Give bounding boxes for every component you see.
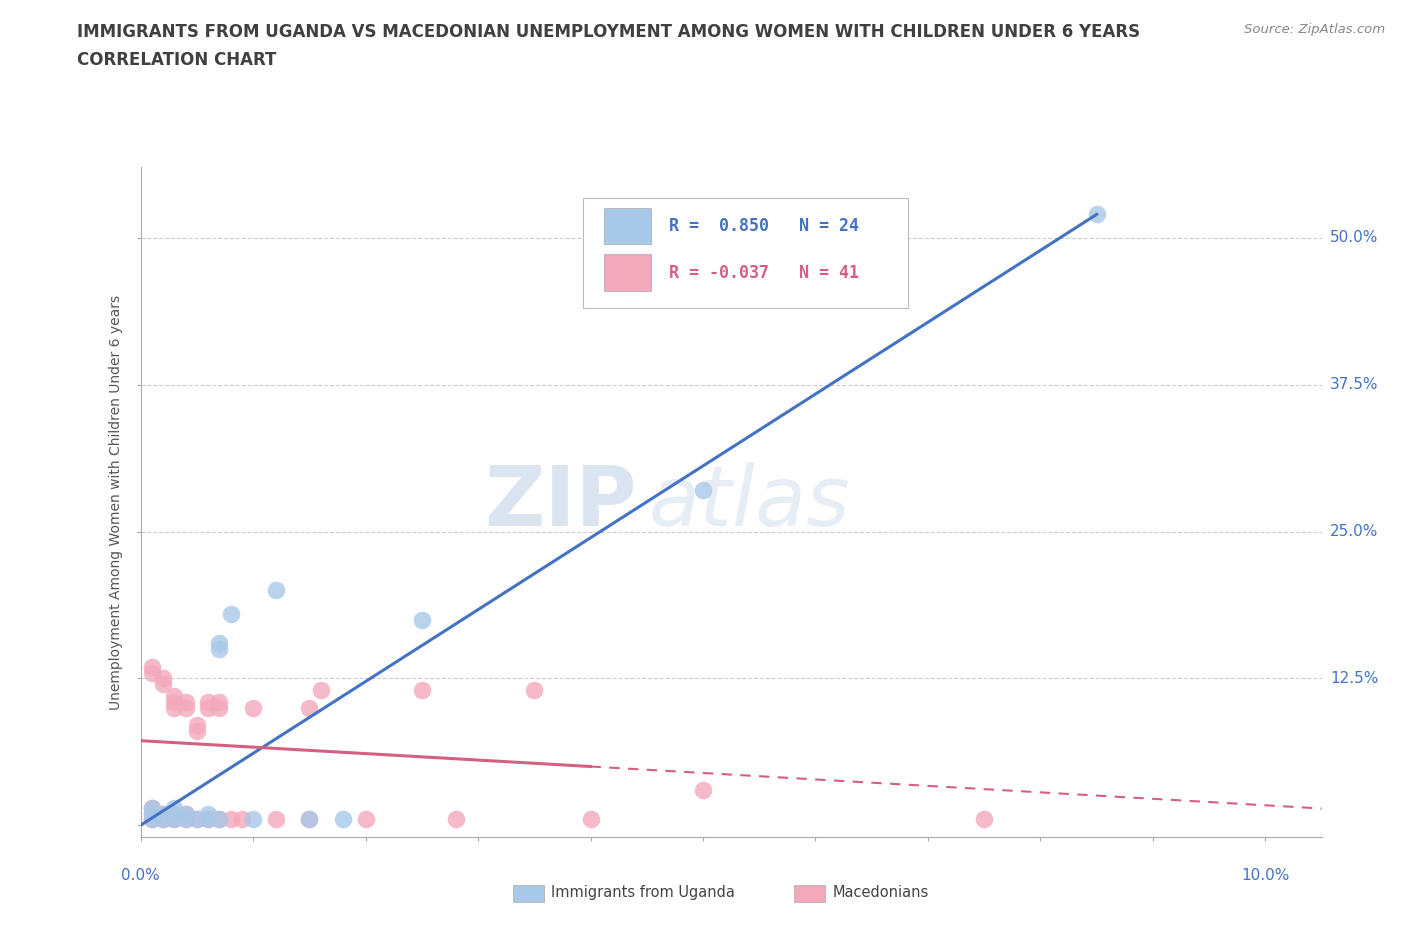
Text: 25.0%: 25.0% xyxy=(1330,525,1378,539)
Point xyxy=(219,606,242,621)
Text: 12.5%: 12.5% xyxy=(1330,671,1378,686)
Point xyxy=(141,800,163,815)
Point xyxy=(231,812,253,827)
Point xyxy=(186,718,208,733)
Point xyxy=(174,806,197,821)
Text: Macedonians: Macedonians xyxy=(832,885,928,900)
Point xyxy=(163,688,186,703)
Text: 10.0%: 10.0% xyxy=(1241,868,1289,883)
FancyBboxPatch shape xyxy=(583,197,908,308)
Text: ZIP: ZIP xyxy=(484,461,637,543)
Point xyxy=(186,724,208,738)
Point xyxy=(264,583,287,598)
Y-axis label: Unemployment Among Women with Children Under 6 years: Unemployment Among Women with Children U… xyxy=(110,295,124,710)
Point xyxy=(141,812,163,827)
Point xyxy=(197,806,219,821)
Point xyxy=(444,812,467,827)
Point xyxy=(242,812,264,827)
Point xyxy=(411,683,433,698)
Point xyxy=(309,683,332,698)
Text: 50.0%: 50.0% xyxy=(1330,231,1378,246)
Point xyxy=(298,700,321,715)
Point xyxy=(152,806,174,821)
Text: IMMIGRANTS FROM UGANDA VS MACEDONIAN UNEMPLOYMENT AMONG WOMEN WITH CHILDREN UNDE: IMMIGRANTS FROM UGANDA VS MACEDONIAN UNE… xyxy=(77,23,1140,41)
Text: Source: ZipAtlas.com: Source: ZipAtlas.com xyxy=(1244,23,1385,36)
Point xyxy=(197,812,219,827)
Point xyxy=(411,612,433,627)
Bar xyxy=(603,255,651,291)
Point xyxy=(186,812,208,827)
Text: 0.0%: 0.0% xyxy=(121,868,160,883)
Point xyxy=(208,812,231,827)
Text: atlas: atlas xyxy=(648,461,851,543)
Point xyxy=(141,806,163,821)
Point xyxy=(208,812,231,827)
Point xyxy=(152,671,174,685)
Point xyxy=(174,695,197,710)
Point xyxy=(197,695,219,710)
Point xyxy=(208,642,231,657)
Point xyxy=(523,683,546,698)
Point xyxy=(174,812,197,827)
Point xyxy=(163,800,186,815)
Point xyxy=(174,700,197,715)
Point xyxy=(1085,207,1108,222)
Point xyxy=(163,700,186,715)
Point xyxy=(208,695,231,710)
Point xyxy=(141,659,163,674)
Point xyxy=(163,812,186,827)
Point xyxy=(163,806,186,821)
Bar xyxy=(603,207,651,245)
Point xyxy=(197,812,219,827)
Point xyxy=(152,677,174,692)
Point xyxy=(354,812,377,827)
Point xyxy=(973,812,995,827)
Text: R =  0.850   N = 24: R = 0.850 N = 24 xyxy=(668,217,859,234)
Point xyxy=(174,806,197,821)
Point xyxy=(141,812,163,827)
Point xyxy=(174,812,197,827)
Point xyxy=(163,695,186,710)
Point xyxy=(152,806,174,821)
Point xyxy=(332,812,354,827)
Text: Immigrants from Uganda: Immigrants from Uganda xyxy=(551,885,735,900)
Point xyxy=(141,806,163,821)
Text: 37.5%: 37.5% xyxy=(1330,378,1378,392)
Point xyxy=(141,665,163,680)
Point xyxy=(692,782,714,797)
Point xyxy=(163,812,186,827)
Point xyxy=(692,483,714,498)
Point xyxy=(163,806,186,821)
Point xyxy=(298,812,321,827)
Point xyxy=(219,812,242,827)
Point xyxy=(208,700,231,715)
Point xyxy=(264,812,287,827)
Point xyxy=(208,636,231,651)
Text: R = -0.037   N = 41: R = -0.037 N = 41 xyxy=(668,264,859,282)
Point xyxy=(141,800,163,815)
Point xyxy=(152,812,174,827)
Point xyxy=(152,812,174,827)
Point xyxy=(579,812,602,827)
Point xyxy=(186,812,208,827)
Text: CORRELATION CHART: CORRELATION CHART xyxy=(77,51,277,69)
Point xyxy=(197,700,219,715)
Point xyxy=(298,812,321,827)
Point xyxy=(242,700,264,715)
